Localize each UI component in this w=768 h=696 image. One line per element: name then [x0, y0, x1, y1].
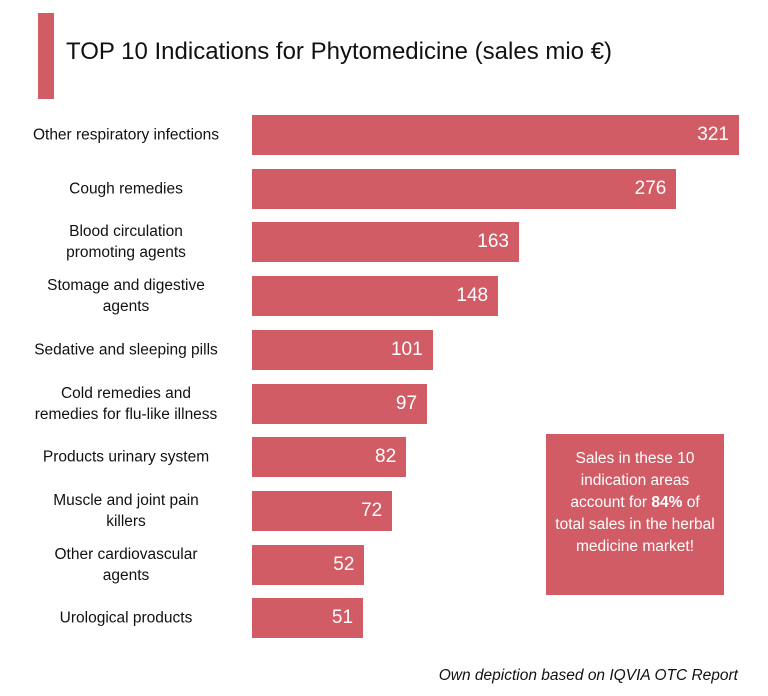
bar: 72: [252, 490, 393, 531]
summary-callout: Sales in these 10 indication areas accou…: [546, 434, 724, 595]
bar-value-label: 97: [395, 392, 418, 414]
category-label-line: remedies for flu-like illness: [34, 405, 218, 423]
category-label-line: Other cardiovascular: [54, 545, 198, 563]
category-label: Cold remedies and remedies for flu-like i…: [11, 383, 241, 425]
bar: 321: [252, 115, 739, 155]
category-label-line: Sedative and sleeping pills: [34, 341, 218, 359]
bar-value-label: 163: [477, 231, 509, 253]
bar: 276: [252, 168, 677, 209]
category-label-line: Muscle and joint pain: [53, 491, 199, 509]
bar: 148: [252, 276, 499, 317]
bar: 97: [252, 383, 428, 424]
category-label-line: Products urinary system: [42, 448, 210, 466]
bar-value-label: 276: [634, 177, 667, 199]
category-label: Other cardiovascular agents: [11, 544, 241, 586]
source-note: Own depiction based on IQVIA OTC Report: [438, 667, 738, 684]
category-label-line: Cough remedies: [69, 180, 183, 198]
category-label: Other respiratory infections: [11, 125, 241, 146]
title-accent-bar: [38, 13, 54, 99]
category-label-line: Cold remedies and: [60, 384, 192, 402]
category-label-line: killers: [106, 512, 146, 530]
category-label: Sedative and sleeping pills: [11, 339, 241, 360]
category-label: Blood circulation promoting agents: [11, 221, 241, 263]
bar-value-label: 82: [375, 446, 397, 468]
callout-text-start: Sales in these 10 indication areas accou…: [570, 450, 695, 511]
bar-value-label: 321: [697, 124, 729, 145]
category-label-line: agents: [102, 566, 150, 584]
bar-value-label: 101: [390, 338, 423, 360]
bar: 51: [252, 598, 364, 639]
category-label: Stomage and digestive agents: [11, 275, 241, 317]
category-label: Cough remedies: [11, 178, 241, 199]
bar-value-label: 72: [361, 499, 383, 521]
bar: 52: [252, 544, 365, 585]
category-label-line: agents: [102, 298, 150, 316]
category-label-line: Stomage and digestive: [47, 277, 205, 295]
category-label-line: promoting agents: [66, 244, 186, 262]
category-label-line: Other respiratory infections: [32, 126, 220, 144]
callout-percentage: 84%: [651, 494, 683, 511]
category-label: Muscle and joint pain killers: [11, 490, 241, 532]
bar: 163: [252, 222, 519, 263]
bar: 101: [252, 329, 433, 370]
category-label-line: Blood circulation: [69, 223, 183, 241]
chart-title: TOP 10 Indications for Phytomedicine (sa…: [66, 38, 613, 65]
bar-value-label: 148: [456, 285, 489, 307]
callout-text-end: of total sales in the herbal medicine ma…: [555, 494, 715, 555]
category-label-line: Urological products: [59, 609, 193, 627]
category-label: Urological products: [11, 608, 241, 629]
bar-value-label: 51: [331, 607, 354, 629]
bar-value-label: 52: [333, 553, 355, 575]
category-label: Products urinary system: [11, 447, 241, 468]
bar: 82: [252, 437, 407, 478]
